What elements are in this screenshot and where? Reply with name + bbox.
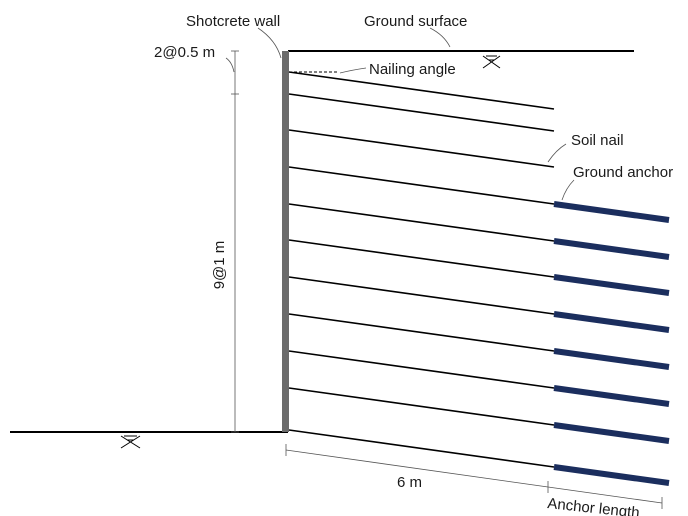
shotcrete-wall <box>282 51 289 432</box>
soil-nail <box>288 129 555 168</box>
ground-hatch-icon <box>482 55 501 69</box>
ground-anchor <box>553 201 670 223</box>
height-dimension <box>231 50 239 433</box>
soil-nail <box>288 71 555 110</box>
soil-nail <box>288 203 555 242</box>
nailing-angle-leader <box>339 67 367 74</box>
soil-nail <box>288 276 555 315</box>
top-spacing-leader <box>225 57 235 73</box>
ground-anchor-label: Ground anchor <box>573 164 673 181</box>
ground-anchor <box>553 422 670 444</box>
shotcrete-wall-leader <box>257 27 282 59</box>
ground-hatch-icon <box>120 435 141 449</box>
ground-anchor <box>553 385 670 407</box>
soil-nail <box>288 166 555 205</box>
ground-anchor <box>553 464 670 486</box>
ground-surface-leader <box>429 27 451 48</box>
length-dimension <box>285 444 663 509</box>
ground-anchor-leader <box>561 179 575 201</box>
nail-length-label: 6 m <box>397 474 422 491</box>
top-spacing-label: 2@0.5 m <box>154 44 215 61</box>
ground-anchor <box>553 348 670 370</box>
soil-nail <box>288 239 555 278</box>
soil-nail <box>288 350 555 389</box>
soil-nail-label: Soil nail <box>571 132 624 149</box>
ground-surface-label: Ground surface <box>364 13 467 30</box>
soil-nail <box>288 387 555 426</box>
ground-anchor <box>553 311 670 333</box>
soil-nail <box>288 93 555 132</box>
nailing-angle-label: Nailing angle <box>369 61 456 78</box>
ground-anchor <box>553 238 670 260</box>
main-spacing-label: 9@1 m <box>211 241 228 290</box>
soil-nail-leader <box>547 143 567 163</box>
shotcrete-wall-label: Shotcrete wall <box>186 13 280 30</box>
ground-anchor <box>553 274 670 296</box>
soil-nail <box>288 429 555 468</box>
soil-nail <box>288 313 555 352</box>
